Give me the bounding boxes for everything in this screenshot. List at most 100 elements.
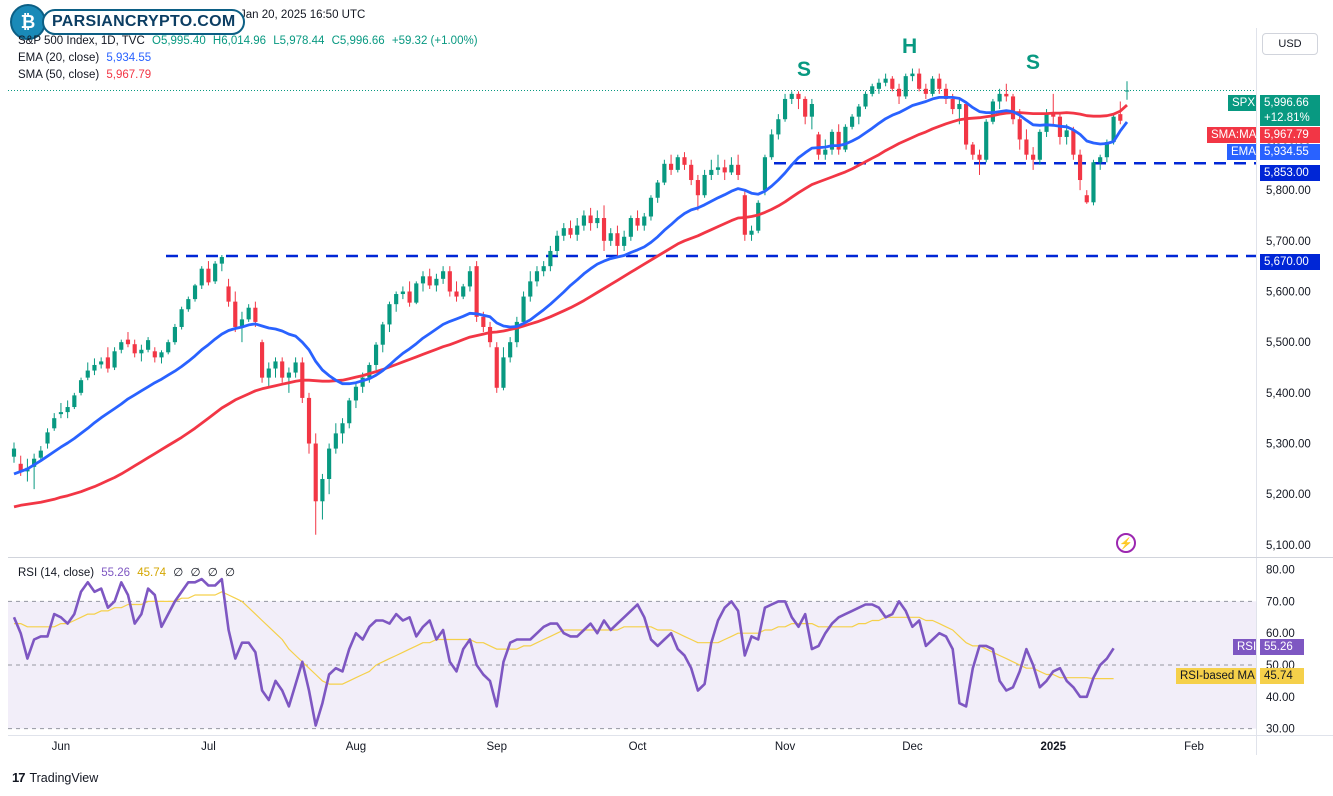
candle-body bbox=[850, 116, 855, 127]
candle-body bbox=[32, 458, 37, 467]
sma-tag-label: SMA:MA bbox=[1207, 127, 1256, 143]
tradingview-footer[interactable]: 17 TradingView bbox=[12, 770, 98, 785]
candle-body bbox=[427, 276, 432, 286]
sma-legend[interactable]: SMA (50, close) 5,967.79 bbox=[18, 69, 151, 81]
candle-body bbox=[1051, 114, 1056, 117]
candle-body bbox=[843, 126, 848, 150]
candle-body bbox=[99, 361, 104, 365]
candle-body bbox=[333, 433, 338, 449]
candle-body bbox=[695, 180, 700, 196]
candle-body bbox=[266, 368, 271, 378]
candle-body bbox=[441, 271, 446, 279]
candle-body bbox=[259, 342, 265, 378]
candle-body bbox=[400, 291, 405, 295]
candle-body bbox=[957, 104, 962, 110]
ohlc-high: H6,014.96 bbox=[212, 35, 266, 47]
candle-body bbox=[320, 478, 325, 502]
ohlc-open: O5,995.40 bbox=[152, 35, 206, 47]
candle-body bbox=[186, 299, 191, 310]
time-tick-label: Nov bbox=[775, 741, 796, 753]
candle-body bbox=[1004, 93, 1009, 97]
candle-body bbox=[742, 195, 747, 235]
tradingview-brand: TradingView bbox=[29, 770, 99, 785]
logo-icon: ₿ bbox=[10, 4, 46, 40]
candle-body bbox=[1084, 195, 1089, 203]
level-tag-5853: 5,853.00 bbox=[1260, 165, 1320, 181]
candle-body bbox=[1077, 154, 1083, 181]
candle-body bbox=[702, 174, 707, 196]
ema-legend[interactable]: EMA (20, close) 5,934.55 bbox=[18, 52, 151, 64]
rsi-tick-label: 70.00 bbox=[1266, 596, 1295, 608]
tradingview-logo-icon: 17 bbox=[12, 770, 26, 785]
candle-body bbox=[105, 357, 110, 369]
candle-body bbox=[829, 131, 835, 150]
ohlc-close: C5,996.66 bbox=[331, 35, 385, 47]
candle-body bbox=[977, 154, 982, 160]
symbol-legend[interactable]: S&P 500 Index, 1D, TVC O5,995.40 H6,014.… bbox=[18, 35, 478, 47]
ohlc-change: +59.32 (+1.00%) bbox=[391, 35, 478, 47]
sma-legend-label: SMA (50, close) bbox=[18, 69, 100, 81]
spx-tag-label: SPX bbox=[1228, 95, 1256, 111]
sma-legend-value: 5,967.79 bbox=[106, 69, 152, 81]
rsi-tick-label: 80.00 bbox=[1266, 565, 1295, 577]
candle-body bbox=[179, 309, 184, 327]
candle-body bbox=[327, 448, 332, 479]
candle-body bbox=[803, 98, 808, 117]
price-tick-label: 5,800.00 bbox=[1266, 185, 1311, 197]
candle-body bbox=[689, 164, 694, 181]
candle-body bbox=[139, 349, 144, 354]
candle-body bbox=[72, 395, 77, 408]
candle-body bbox=[414, 283, 419, 303]
ema-legend-label: EMA (20, close) bbox=[18, 52, 100, 64]
candle-body bbox=[789, 93, 794, 99]
candle-body bbox=[769, 134, 774, 158]
candle-body bbox=[340, 423, 345, 434]
candle-body bbox=[152, 351, 157, 358]
candle-body bbox=[112, 351, 117, 368]
rsi-extra-4: ∅ bbox=[224, 567, 235, 579]
candle-body bbox=[749, 230, 754, 235]
candle-body bbox=[467, 271, 473, 287]
price-tick-label: 5,500.00 bbox=[1266, 337, 1311, 349]
candle-body bbox=[172, 326, 177, 343]
price-tick-label: 5,100.00 bbox=[1266, 540, 1311, 552]
candle-body bbox=[219, 257, 224, 264]
candle-body bbox=[1104, 142, 1109, 158]
rsi-ma-legend-value: 45.74 bbox=[137, 567, 167, 579]
candle-body bbox=[870, 86, 875, 94]
candle-body bbox=[380, 324, 385, 345]
candle-body bbox=[762, 157, 768, 191]
candle-body bbox=[903, 76, 908, 97]
candle-body bbox=[192, 285, 198, 300]
candle-body bbox=[11, 448, 17, 457]
price-tick-label: 5,300.00 bbox=[1266, 439, 1311, 451]
candle-body bbox=[1064, 130, 1069, 137]
time-tick-label: 2025 bbox=[1040, 741, 1066, 753]
candle-body bbox=[601, 218, 607, 241]
candle-body bbox=[481, 316, 486, 327]
candle-body bbox=[18, 463, 23, 472]
candle-body bbox=[622, 236, 627, 246]
candle-body bbox=[642, 216, 647, 226]
currency-button[interactable]: USD bbox=[1262, 33, 1318, 55]
candle-body bbox=[541, 266, 546, 272]
candle-body bbox=[863, 93, 868, 107]
candle-body bbox=[910, 73, 915, 77]
candle-body bbox=[575, 225, 580, 235]
rsi-ma-value-tag: 45.74 bbox=[1260, 668, 1304, 684]
candle-body bbox=[65, 407, 70, 413]
rsi-extra-2: ∅ bbox=[190, 567, 201, 579]
chart-timestamp: Jan 20, 2025 16:50 UTC bbox=[240, 9, 366, 21]
time-tick-label: Jun bbox=[52, 741, 71, 753]
rsi-legend[interactable]: RSI (14, close) 55.26 45.74 ∅ ∅ ∅ ∅ bbox=[18, 565, 235, 579]
candle-body bbox=[353, 386, 359, 401]
lightning-icon[interactable]: ⚡ bbox=[1116, 533, 1136, 553]
price-tick-label: 5,200.00 bbox=[1266, 489, 1311, 501]
candle-body bbox=[373, 344, 379, 365]
candle-body bbox=[896, 88, 902, 97]
rsi-tick-label: 30.00 bbox=[1266, 724, 1295, 736]
candle-body bbox=[709, 169, 714, 175]
candle-body bbox=[246, 307, 251, 320]
candle-body bbox=[420, 276, 426, 284]
